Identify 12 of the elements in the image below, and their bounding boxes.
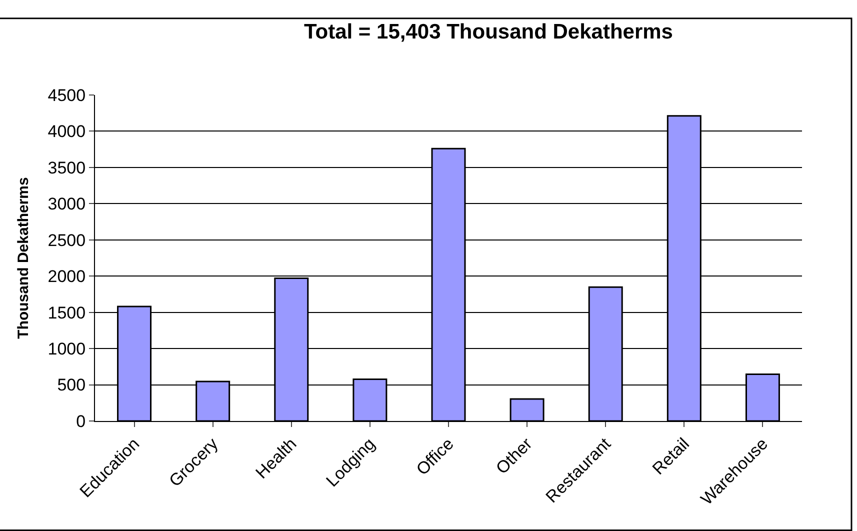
y-tick-label: 2500 [48, 230, 86, 250]
y-tick-label: 3000 [48, 194, 86, 214]
y-tick-label: 4500 [48, 86, 86, 105]
chart-title: Total = 15,403 Thousand Dekatherms [304, 20, 673, 44]
y-tick-label: 4000 [48, 122, 86, 142]
y-tick-label: 1500 [48, 303, 86, 322]
y-axis-title: Thousand Dekatherms [15, 177, 32, 339]
y-tick-label: 1000 [48, 340, 86, 359]
y-tick-label: 3500 [48, 158, 86, 178]
y-tick-label: 0 [76, 412, 86, 431]
y-tick-label: 2000 [48, 267, 86, 286]
y-tick-label: 500 [57, 376, 86, 395]
